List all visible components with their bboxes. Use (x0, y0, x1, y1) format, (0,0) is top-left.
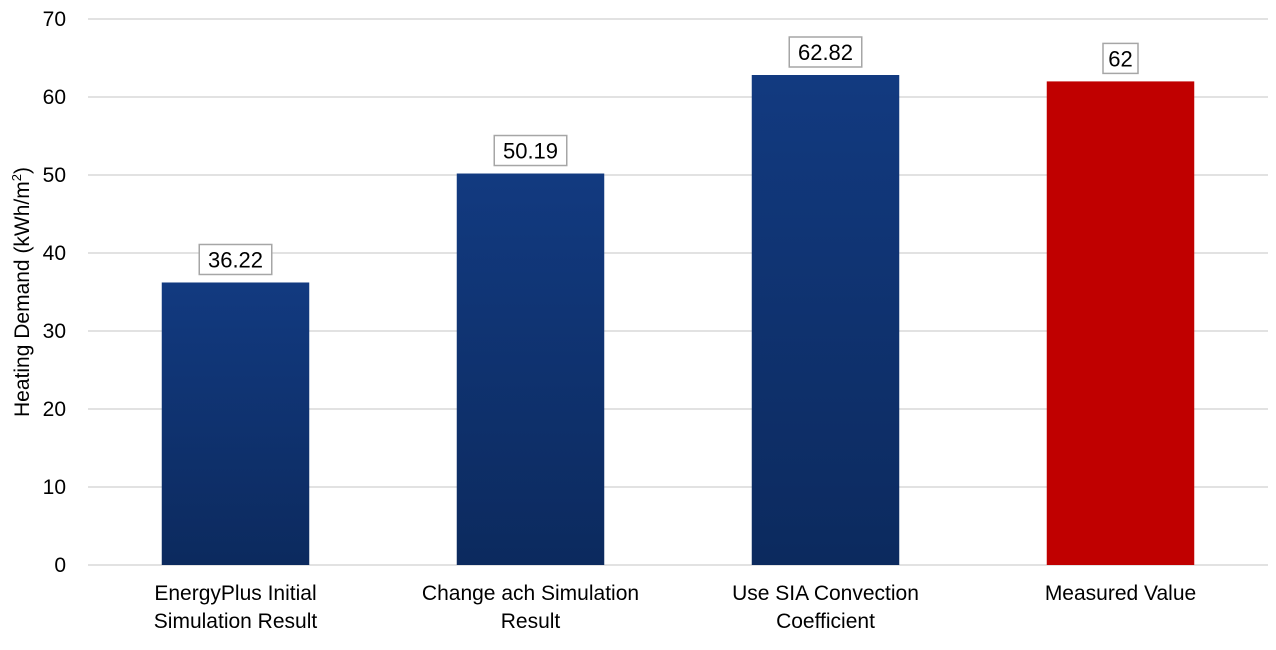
data-label-box (1102, 42, 1139, 75)
category-label: Use SIA Convection (732, 582, 919, 605)
y-tick-label: 40 (43, 242, 66, 265)
data-label: 50.19 (503, 139, 558, 164)
y-tick-label: 50 (43, 164, 66, 187)
y-tick-label: 20 (43, 398, 66, 421)
category-label: Change ach Simulation (422, 582, 639, 605)
category-label: Coefficient (776, 610, 875, 633)
y-tick-label: 0 (54, 554, 66, 577)
x-axis-categories: EnergyPlus Initial Simulation Result Chang… (154, 582, 1196, 633)
bar (161, 282, 310, 565)
bars (161, 75, 1195, 566)
data-labels: 36.22 50.19 62.82 62 (198, 36, 1139, 276)
data-label-box (788, 36, 863, 68)
bar (1046, 81, 1195, 566)
category-label: Measured Value (1045, 582, 1196, 605)
data-label: 36.22 (208, 247, 263, 272)
y-tick-label: 60 (43, 86, 66, 109)
y-axis-title: Heating Demand (kWh/m2) (9, 167, 34, 417)
y-tick-label: 70 (43, 8, 66, 31)
y-tick-label: 10 (43, 476, 66, 499)
bar (456, 173, 605, 565)
data-label: 62.82 (798, 40, 853, 65)
category-label: Result (501, 610, 561, 633)
data-label-box (493, 134, 568, 167)
bar (751, 75, 900, 565)
category-label: Simulation Result (154, 610, 318, 633)
data-label: 62 (1108, 46, 1132, 71)
category-label: EnergyPlus Initial (154, 582, 316, 605)
y-axis-ticks: 0 10 20 30 40 50 60 70 (43, 8, 66, 577)
data-label-box (198, 243, 273, 276)
y-tick-label: 30 (43, 320, 66, 343)
